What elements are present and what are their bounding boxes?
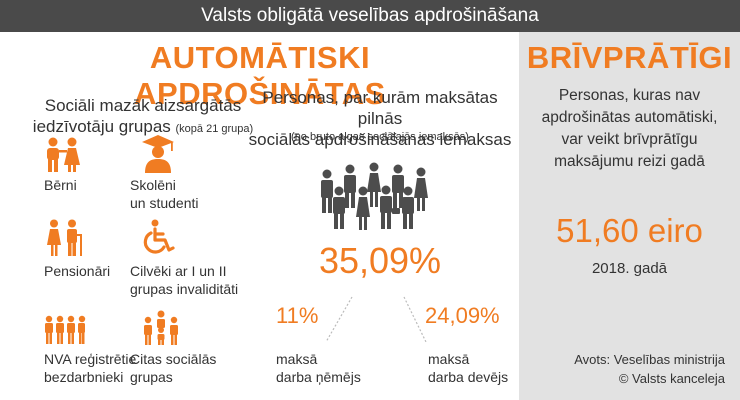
group-label-students: Skolēni un studenti <box>130 176 199 212</box>
unemployed-line2: bezdarbnieki <box>44 369 124 385</box>
workers-crowd-icon <box>318 160 438 232</box>
wheelchair-icon <box>140 219 176 255</box>
groups-count: (kopā 21 grupa) <box>175 123 254 135</box>
voluntary-text-line3: var veikt brīvprātīgu <box>561 131 698 148</box>
students-line1: Skolēni <box>130 177 176 193</box>
group-label-pensioners: Pensionāri <box>44 263 111 279</box>
automatic-heading: AUTOMĀTISKI APDROŠINĀTAS <box>134 40 386 111</box>
voluntary-heading: BRĪVPRĀTĪGI <box>526 40 733 75</box>
voluntary-text-line4: maksājumu reizi gadā <box>554 153 705 170</box>
groups-title-line1: Sociāli mazāk aizsargātās <box>44 96 242 115</box>
unemployed-icon <box>44 315 86 345</box>
group-label-unemployed: NVA reģistrētie bezdarbnieki <box>44 350 136 386</box>
total-rate: 35,09% <box>318 240 442 281</box>
unemployed-line1: NVA reģistrētie <box>44 351 137 367</box>
voluntary-text-line2: apdrošinātas automātiski, <box>541 109 718 126</box>
page-title: Valsts obligātā veselības apdrošināšana <box>0 0 740 32</box>
payers-title: Personas, par kurām maksātas pilnās soci… <box>240 87 520 150</box>
voluntary-panel <box>519 32 740 400</box>
groups-title-line2: iedzīvotāju grupas (kopā 21 grupa) <box>28 116 258 140</box>
employee-rate: 11% <box>276 303 319 328</box>
source-line: Avots: Veselības ministrija <box>574 352 725 367</box>
payers-title-line2: sociālās apdrošināšanas iemaksas <box>248 130 512 149</box>
payers-note: (no bruto algas sociālajās iemaksās) <box>291 131 469 143</box>
disability-line2: grupas invaliditāti <box>130 281 239 297</box>
groups-title: Sociāli mazāk aizsargātās iedzīvotāju gr… <box>28 95 258 140</box>
groups-title-text: iedzīvotāju grupas <box>32 117 171 136</box>
voluntary-text: Personas, kuras nav apdrošinātas automāt… <box>519 85 740 173</box>
payers-title-line1: Personas, par kurām maksātas pilnās <box>262 88 498 128</box>
group-label-other: Citas sociālās grupas <box>130 350 216 386</box>
employer-label-line2: darba devējs <box>428 369 509 385</box>
voluntary-amount: 51,60 eiro <box>556 212 703 249</box>
voluntary-year: 2018. gadā <box>591 260 668 277</box>
other-line2: grupas <box>130 369 173 385</box>
group-label-children: Bērni <box>44 177 77 193</box>
graduate-icon <box>140 133 176 173</box>
social-groups-icon <box>142 310 180 346</box>
students-line2: un studenti <box>130 195 199 211</box>
source-credits: Avots: Veselības ministrija © Valsts kan… <box>519 350 725 388</box>
employee-label-line2: darba ņēmējs <box>276 369 361 385</box>
pensioners-icon <box>44 219 86 257</box>
disability-line1: Cilvēki ar I un II <box>130 263 227 279</box>
voluntary-text-line1: Personas, kuras nav <box>558 87 701 104</box>
split-lines <box>318 290 438 345</box>
employer-label-line1: maksā <box>428 351 470 367</box>
employee-label: maksā darba ņēmējs <box>276 350 361 386</box>
group-label-disability: Cilvēki ar I un II grupas invaliditāti <box>130 262 238 298</box>
children-icon <box>42 137 86 173</box>
employer-label: maksā darba devējs <box>428 350 508 386</box>
employer-rate: 24,09% <box>425 303 500 328</box>
other-line1: Citas sociālās <box>130 351 217 367</box>
employee-label-line1: maksā <box>276 351 318 367</box>
copyright-line: © Valsts kanceleja <box>618 371 725 386</box>
